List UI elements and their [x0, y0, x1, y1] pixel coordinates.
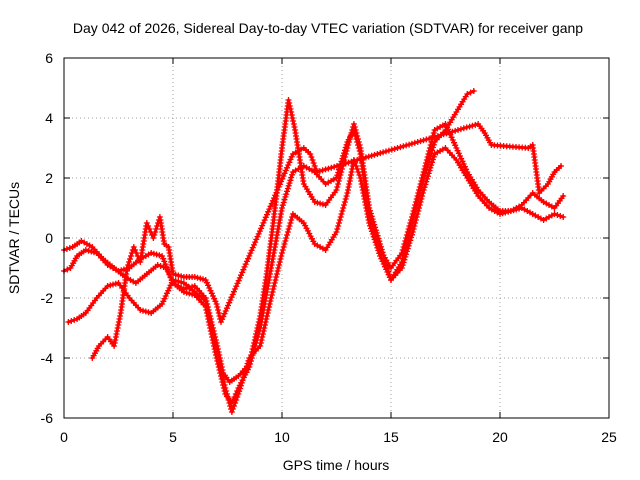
y-tick-label: 2 [45, 170, 53, 186]
series-track-3 [65, 145, 567, 415]
series-track-4 [89, 121, 564, 361]
y-axis-label: SDTVAR / TECUs [6, 182, 22, 294]
x-tick-label: 15 [383, 429, 399, 445]
series-track-1 [61, 88, 477, 385]
x-tick-label: 20 [492, 429, 508, 445]
data-point-markers [65, 145, 567, 415]
x-tick-label: 5 [169, 429, 177, 445]
y-tick-label: -6 [41, 410, 54, 426]
y-tick-label: 6 [45, 50, 53, 66]
y-tick-label: -4 [41, 350, 54, 366]
x-axis-label: GPS time / hours [283, 457, 390, 473]
data-point-markers [61, 88, 477, 385]
data-point-markers [89, 121, 564, 361]
chart-title: Day 042 of 2026, Sidereal Day-to-day VTE… [73, 20, 583, 36]
axis-ticks: 0 5 10 15 20 25 -6 -4 -2 0 2 4 6 [41, 50, 617, 445]
x-tick-label: 0 [60, 429, 68, 445]
x-tick-label: 25 [601, 429, 617, 445]
y-tick-label: 0 [45, 230, 53, 246]
x-tick-label: 10 [274, 429, 290, 445]
y-tick-label: 4 [45, 110, 53, 126]
y-tick-label: -2 [41, 290, 54, 306]
data-marks [61, 88, 567, 415]
